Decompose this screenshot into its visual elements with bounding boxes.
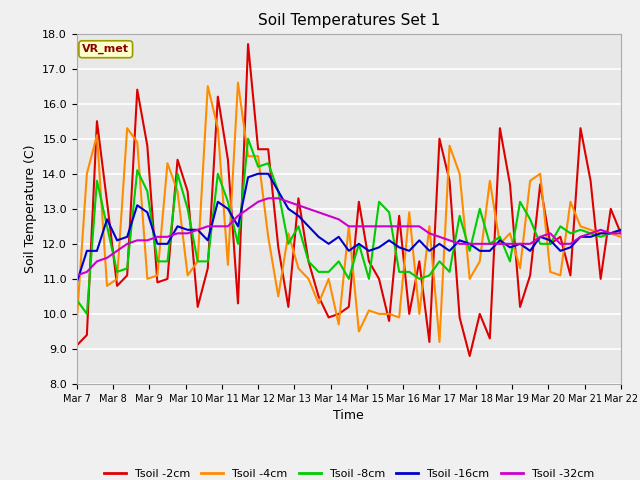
Tsoil -2cm: [617, 230, 625, 236]
Tsoil -16cm: [607, 230, 614, 236]
Line: Tsoil -8cm: Tsoil -8cm: [77, 139, 621, 314]
Tsoil -32cm: [264, 195, 272, 201]
Tsoil -2cm: [73, 343, 81, 348]
X-axis label: Time: Time: [333, 409, 364, 422]
Tsoil -2cm: [285, 304, 292, 310]
Tsoil -16cm: [617, 227, 625, 233]
Tsoil -2cm: [607, 206, 614, 212]
Tsoil -8cm: [577, 227, 584, 233]
Tsoil -32cm: [617, 230, 625, 236]
Tsoil -16cm: [285, 206, 292, 212]
Line: Tsoil -32cm: Tsoil -32cm: [77, 198, 621, 276]
Tsoil -16cm: [73, 279, 81, 285]
Tsoil -32cm: [133, 238, 141, 243]
Legend: Tsoil -2cm, Tsoil -4cm, Tsoil -8cm, Tsoil -16cm, Tsoil -32cm: Tsoil -2cm, Tsoil -4cm, Tsoil -8cm, Tsoi…: [99, 465, 598, 480]
Text: VR_met: VR_met: [82, 44, 129, 54]
Tsoil -16cm: [204, 238, 212, 243]
Line: Tsoil -4cm: Tsoil -4cm: [77, 83, 621, 342]
Y-axis label: Soil Temperature (C): Soil Temperature (C): [24, 144, 36, 273]
Tsoil -4cm: [133, 139, 141, 145]
Tsoil -2cm: [466, 353, 474, 359]
Tsoil -8cm: [143, 188, 151, 194]
Tsoil -16cm: [254, 171, 262, 177]
Title: Soil Temperatures Set 1: Soil Temperatures Set 1: [258, 13, 440, 28]
Line: Tsoil -2cm: Tsoil -2cm: [77, 44, 621, 356]
Tsoil -32cm: [607, 230, 614, 236]
Tsoil -32cm: [73, 273, 81, 278]
Tsoil -4cm: [436, 339, 444, 345]
Tsoil -8cm: [294, 223, 302, 229]
Tsoil -8cm: [184, 206, 191, 212]
Line: Tsoil -16cm: Tsoil -16cm: [77, 174, 621, 282]
Tsoil -4cm: [607, 230, 614, 236]
Tsoil -8cm: [214, 171, 221, 177]
Tsoil -32cm: [285, 199, 292, 204]
Tsoil -32cm: [204, 223, 212, 229]
Tsoil -4cm: [73, 318, 81, 324]
Tsoil -2cm: [204, 265, 212, 271]
Tsoil -4cm: [577, 223, 584, 229]
Tsoil -4cm: [204, 84, 212, 89]
Tsoil -8cm: [83, 311, 91, 317]
Tsoil -2cm: [577, 125, 584, 131]
Tsoil -8cm: [73, 297, 81, 303]
Tsoil -2cm: [133, 87, 141, 93]
Tsoil -16cm: [133, 203, 141, 208]
Tsoil -8cm: [617, 227, 625, 233]
Tsoil -16cm: [173, 223, 181, 229]
Tsoil -4cm: [285, 230, 292, 236]
Tsoil -4cm: [173, 188, 181, 194]
Tsoil -16cm: [566, 244, 574, 250]
Tsoil -8cm: [244, 136, 252, 142]
Tsoil -32cm: [566, 241, 574, 247]
Tsoil -2cm: [244, 41, 252, 47]
Tsoil -4cm: [234, 80, 242, 85]
Tsoil -32cm: [173, 230, 181, 236]
Tsoil -4cm: [617, 234, 625, 240]
Tsoil -2cm: [173, 157, 181, 163]
Tsoil -8cm: [607, 230, 614, 236]
